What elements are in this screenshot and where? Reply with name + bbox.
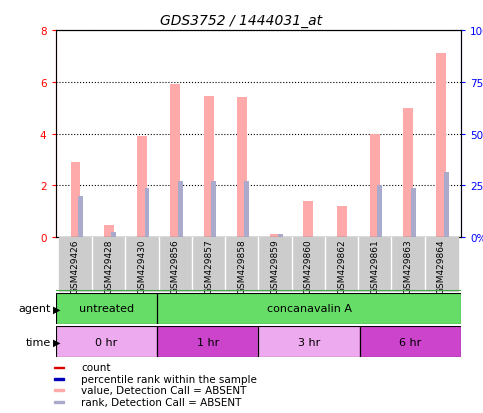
Bar bbox=[258, 326, 360, 357]
Bar bbox=[54, 389, 64, 391]
Text: value, Detection Call = ABSENT: value, Detection Call = ABSENT bbox=[81, 385, 246, 395]
Bar bbox=[425, 237, 458, 291]
Text: 6 hr: 6 hr bbox=[399, 337, 422, 347]
Bar bbox=[78, 196, 83, 237]
Bar bbox=[170, 85, 180, 237]
Bar bbox=[270, 235, 280, 237]
Text: GSM429857: GSM429857 bbox=[204, 239, 213, 294]
Bar bbox=[211, 182, 216, 237]
Bar bbox=[303, 202, 313, 237]
Text: concanavalin A: concanavalin A bbox=[267, 304, 352, 314]
Text: GSM429428: GSM429428 bbox=[104, 239, 113, 294]
Text: percentile rank within the sample: percentile rank within the sample bbox=[81, 374, 257, 384]
Text: GDS3752 / 1444031_at: GDS3752 / 1444031_at bbox=[160, 14, 323, 28]
Text: agent: agent bbox=[18, 304, 51, 314]
Bar bbox=[244, 182, 249, 237]
Text: untreated: untreated bbox=[79, 304, 134, 314]
Text: rank, Detection Call = ABSENT: rank, Detection Call = ABSENT bbox=[81, 396, 242, 406]
Bar bbox=[237, 98, 247, 237]
Bar bbox=[203, 97, 213, 237]
Text: GSM429861: GSM429861 bbox=[370, 239, 379, 294]
Bar bbox=[126, 237, 158, 291]
Bar bbox=[92, 237, 126, 291]
Bar bbox=[157, 293, 461, 324]
Bar bbox=[54, 367, 64, 368]
Bar bbox=[360, 326, 461, 357]
Bar bbox=[370, 134, 380, 237]
Bar bbox=[158, 237, 192, 291]
Text: GSM429862: GSM429862 bbox=[337, 239, 346, 294]
Text: 3 hr: 3 hr bbox=[298, 337, 320, 347]
Bar bbox=[325, 237, 358, 291]
Text: count: count bbox=[81, 363, 111, 373]
Text: GSM429858: GSM429858 bbox=[237, 239, 246, 294]
Bar bbox=[71, 163, 81, 237]
Text: ▶: ▶ bbox=[53, 337, 61, 347]
Bar bbox=[258, 237, 292, 291]
Bar bbox=[56, 293, 157, 324]
Bar bbox=[360, 326, 461, 357]
Bar bbox=[192, 237, 225, 291]
Bar bbox=[111, 232, 116, 237]
Bar bbox=[54, 401, 64, 403]
Bar bbox=[403, 108, 413, 237]
Bar bbox=[157, 293, 461, 324]
Bar bbox=[358, 237, 391, 291]
Text: time: time bbox=[26, 337, 51, 347]
Bar bbox=[411, 188, 415, 237]
Bar bbox=[54, 378, 64, 380]
Text: GSM429426: GSM429426 bbox=[71, 239, 80, 294]
Bar bbox=[178, 182, 183, 237]
Bar bbox=[157, 326, 258, 357]
Bar bbox=[436, 54, 446, 237]
Bar bbox=[157, 326, 258, 357]
Bar bbox=[56, 326, 157, 357]
Text: ▶: ▶ bbox=[53, 304, 61, 314]
Bar bbox=[444, 173, 449, 237]
Text: 0 hr: 0 hr bbox=[95, 337, 117, 347]
Bar bbox=[278, 235, 283, 237]
Bar bbox=[225, 237, 258, 291]
Bar bbox=[391, 237, 425, 291]
Bar bbox=[144, 188, 150, 237]
Bar bbox=[258, 326, 360, 357]
Bar bbox=[377, 186, 382, 237]
Text: GSM429430: GSM429430 bbox=[138, 239, 146, 294]
Bar bbox=[137, 137, 147, 237]
Text: GSM429864: GSM429864 bbox=[437, 239, 446, 294]
Bar bbox=[56, 293, 157, 324]
Bar bbox=[337, 206, 346, 237]
Bar bbox=[292, 237, 325, 291]
Bar bbox=[104, 226, 114, 237]
Text: GSM429859: GSM429859 bbox=[270, 239, 280, 294]
Text: GSM429863: GSM429863 bbox=[404, 239, 412, 294]
Text: GSM429860: GSM429860 bbox=[304, 239, 313, 294]
Bar bbox=[56, 326, 157, 357]
Text: 1 hr: 1 hr bbox=[197, 337, 219, 347]
Bar bbox=[59, 237, 92, 291]
Text: GSM429856: GSM429856 bbox=[171, 239, 180, 294]
